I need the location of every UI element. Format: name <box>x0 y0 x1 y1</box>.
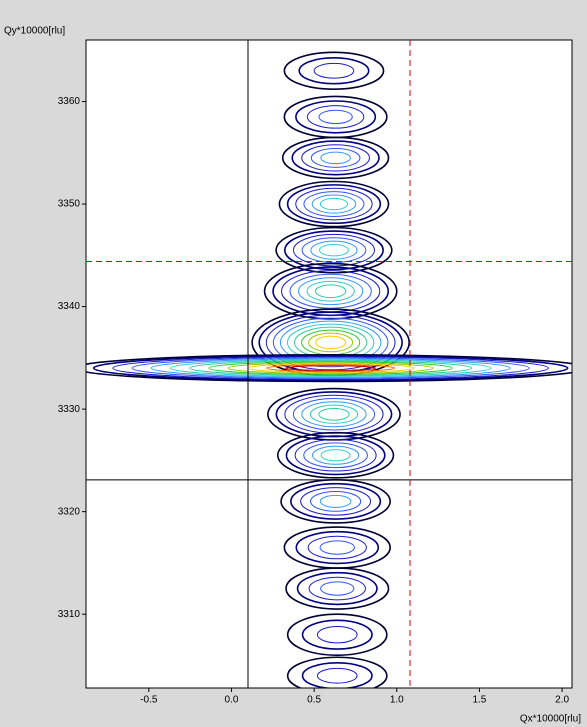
contour-ring <box>286 613 388 656</box>
contour-ring <box>276 431 395 479</box>
contour-ring <box>275 226 393 274</box>
contour-ring <box>310 490 362 512</box>
contour-ring <box>298 277 364 306</box>
contour-ring <box>189 360 473 376</box>
x-tick-label: 1.0 <box>390 695 404 706</box>
x-tick-label: -0.5 <box>140 695 158 706</box>
contour-ring <box>86 353 572 383</box>
contour-ring <box>295 100 377 134</box>
contour-ring <box>283 230 384 271</box>
contour-ring <box>320 449 351 462</box>
contour-ring <box>307 535 367 560</box>
contour-ring <box>319 197 349 211</box>
contour-ring <box>208 361 453 375</box>
contour-ring <box>298 57 370 85</box>
contour-ring <box>300 487 372 516</box>
y-tick-label: 3340 <box>58 301 81 312</box>
contour-ring <box>301 661 373 688</box>
contour-ring <box>315 284 347 299</box>
contour-ring <box>272 317 389 368</box>
y-tick-label: 3330 <box>58 404 81 415</box>
contour-ring <box>318 109 353 125</box>
contour-ring <box>318 407 350 421</box>
y-tick-label: 3310 <box>58 609 81 620</box>
contour-ring <box>301 144 370 172</box>
contour-ring <box>285 365 376 371</box>
contour-layer <box>86 40 572 688</box>
contour-ring <box>301 619 373 650</box>
contour-ring <box>311 445 360 465</box>
y-tick-label: 3360 <box>58 96 81 107</box>
contour-ring <box>296 571 378 606</box>
x-tick-label: 0.5 <box>307 695 321 706</box>
contour-ring <box>315 335 347 350</box>
contour-ring <box>308 332 354 353</box>
x-tick-label: 0.0 <box>225 695 239 706</box>
contour-ring <box>291 140 380 176</box>
contour-ring <box>283 51 385 91</box>
contour-ring <box>292 233 375 267</box>
contour-ring <box>294 438 377 472</box>
contour-ring <box>309 404 359 424</box>
contour-ring <box>227 362 434 374</box>
contour-ring <box>316 667 358 684</box>
contour-ring <box>316 625 358 644</box>
contour-ring <box>290 482 382 520</box>
contour-ring <box>150 358 511 378</box>
contour-ring <box>320 581 355 596</box>
contour-ring <box>318 244 349 257</box>
y-tick-label: 3350 <box>58 199 81 210</box>
contour-ring <box>303 191 365 217</box>
contour-ring <box>286 656 388 688</box>
contour-ring <box>263 262 398 320</box>
contour-ring <box>112 356 549 380</box>
y-axis-label: Qy*10000[rlu] <box>4 26 65 37</box>
contour-ring <box>292 397 376 431</box>
contour-ring <box>310 147 361 168</box>
contour-ring <box>295 530 380 565</box>
contour-ring <box>308 576 366 601</box>
contour-ring <box>311 194 357 214</box>
contour-ring <box>301 401 367 428</box>
contour-ring <box>310 240 358 260</box>
x-axis-label: Qx*10000[rlu] <box>520 714 581 725</box>
contour-ring <box>266 364 396 372</box>
contour-ring <box>278 180 390 228</box>
contour-ring <box>92 354 569 382</box>
contour-ring <box>286 184 382 225</box>
contour-ring <box>320 151 351 165</box>
contour-ring <box>301 237 367 264</box>
y-tick-label: 3320 <box>58 506 81 517</box>
contour-ring <box>289 273 372 309</box>
contour-ring <box>313 62 355 79</box>
contour-ring <box>131 357 530 379</box>
contour-ring <box>306 280 355 302</box>
x-tick-label: 2.0 <box>555 695 569 706</box>
x-tick-label: 1.5 <box>472 695 486 706</box>
contour-ring <box>285 567 390 610</box>
contour-ring <box>170 359 492 377</box>
contour-ring <box>265 314 396 371</box>
contour-ring <box>319 494 352 508</box>
contour-ring <box>295 187 373 221</box>
contour-ring <box>246 363 415 373</box>
contour-ring <box>303 442 368 469</box>
contour-ring <box>306 105 365 129</box>
contour-ring <box>319 540 355 555</box>
contour-ring <box>285 435 386 476</box>
contour-ring <box>281 136 390 180</box>
